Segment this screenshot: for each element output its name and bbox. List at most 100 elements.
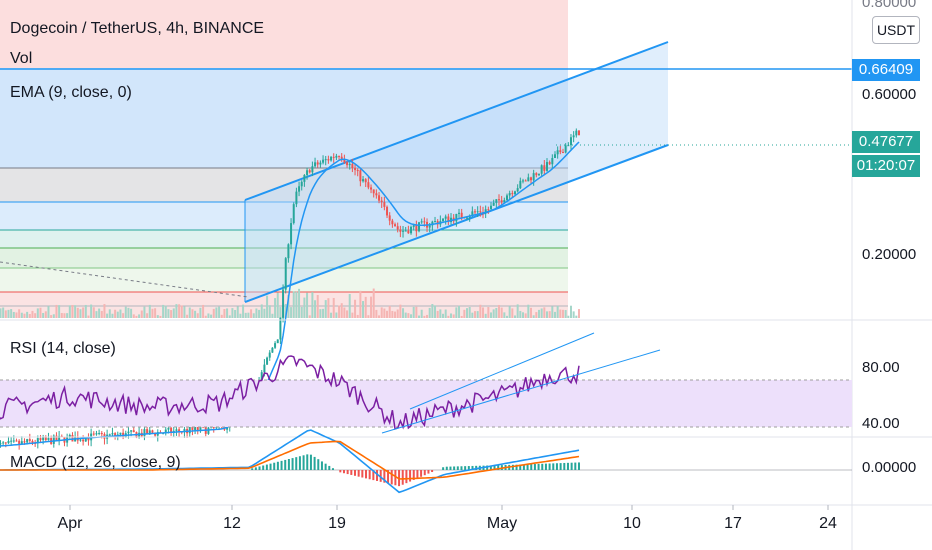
- macd-histogram-bar: [376, 470, 379, 481]
- volume-bar: [111, 313, 114, 318]
- candle-body: [330, 156, 333, 161]
- candle-body: [322, 159, 325, 163]
- macd-histogram-bar: [570, 462, 573, 470]
- red-zone: [0, 0, 568, 68]
- volume-legend[interactable]: Vol: [10, 50, 33, 67]
- volume-bar: [175, 304, 178, 318]
- symbol-title[interactable]: Dogecoin / TetherUS, 4h, BINANCE: [10, 20, 265, 37]
- volume-bar: [95, 311, 98, 318]
- volume-bar: [31, 310, 34, 318]
- candle-body: [108, 434, 111, 436]
- volume-bar: [471, 312, 474, 318]
- volume-bar: [135, 315, 138, 318]
- candle-body: [114, 433, 117, 436]
- macd-histogram-bar: [530, 464, 533, 470]
- candle-body: [31, 440, 34, 443]
- candle-body: [487, 209, 490, 211]
- volume-bar: [490, 312, 493, 318]
- volume-bar: [87, 315, 90, 318]
- macd-histogram-bar: [566, 462, 569, 470]
- candle-body: [311, 166, 314, 173]
- candle-body: [351, 163, 354, 169]
- candle-body: [287, 244, 290, 259]
- candle-body: [276, 339, 279, 344]
- volume-bar: [228, 315, 231, 318]
- macd-histogram-bar: [295, 457, 298, 470]
- volume-bar: [63, 313, 66, 318]
- volume-bar: [236, 306, 239, 318]
- macd-legend[interactable]: MACD (12, 26, close, 9): [10, 454, 181, 471]
- candle-body: [132, 430, 135, 433]
- volume-bar: [375, 309, 378, 318]
- volume-bar: [247, 312, 250, 318]
- volume-bar: [178, 304, 181, 318]
- rsi-trendline-lower[interactable]: [381, 349, 661, 434]
- volume-bar: [66, 313, 69, 318]
- volume-bar: [551, 306, 554, 318]
- candle-body: [540, 165, 543, 174]
- volume-bar: [106, 313, 109, 318]
- candle-body: [399, 229, 402, 232]
- price-tick-0.6: 0.60000: [862, 86, 917, 103]
- blue-zone: [0, 68, 568, 168]
- ema-legend[interactable]: EMA (9, close, 0): [10, 84, 132, 101]
- volume-bar: [34, 313, 37, 318]
- volume-bar: [266, 295, 269, 318]
- candle-body: [44, 437, 47, 440]
- candle-body: [495, 199, 498, 203]
- volume-bar: [292, 291, 295, 318]
- candle-body: [567, 145, 570, 147]
- macd-histogram-bar: [306, 454, 309, 470]
- candle-body: [194, 426, 197, 430]
- candle-body: [164, 429, 167, 433]
- volume-bar: [378, 315, 381, 318]
- macd-histogram-bar: [537, 463, 540, 470]
- macd-histogram-bar: [486, 465, 489, 470]
- volume-bar: [260, 304, 263, 318]
- candle-body: [87, 437, 90, 441]
- rsi-legend[interactable]: RSI (14, close): [10, 340, 116, 357]
- volume-bar: [434, 305, 437, 318]
- candle-body: [513, 191, 516, 195]
- currency-button[interactable]: USDT: [872, 16, 920, 44]
- volume-bar: [172, 308, 175, 318]
- candle-body: [52, 435, 55, 444]
- candle-body: [23, 441, 26, 443]
- volume-bar: [196, 313, 199, 318]
- macd-histogram-bar: [577, 462, 580, 470]
- volume-bar: [484, 313, 487, 318]
- candle-body: [127, 431, 130, 434]
- volume-bar: [210, 314, 213, 318]
- macd-histogram-bar: [427, 470, 430, 474]
- volume-bar: [207, 313, 210, 318]
- volume-bar: [404, 312, 407, 318]
- macd-histogram-bar: [368, 470, 371, 480]
- volume-bar: [351, 312, 354, 318]
- candle-body: [271, 347, 274, 353]
- candle-body: [410, 226, 413, 234]
- volume-bar: [415, 306, 418, 318]
- candle-body: [415, 225, 418, 232]
- bar-countdown-badge: 01:20:07: [852, 155, 920, 177]
- volume-bar: [463, 309, 466, 318]
- candle-body: [263, 364, 266, 373]
- rsi-tick-40: 40.00: [862, 415, 900, 432]
- candle-body: [143, 429, 146, 437]
- candle-body: [292, 204, 295, 224]
- time-tick-marks: [69, 505, 829, 510]
- price-tick-0.2: 0.20000: [862, 246, 917, 263]
- candle-body: [20, 441, 23, 445]
- candle-body: [319, 162, 322, 165]
- volume-bar: [0, 308, 2, 318]
- macd-histogram-bar: [541, 463, 544, 470]
- rsi-trendline-upper[interactable]: [409, 332, 595, 410]
- time-tick-24: 24: [819, 515, 837, 532]
- volume-bar: [450, 313, 453, 318]
- time-tick-12: 12: [223, 515, 241, 532]
- volume-bar: [559, 309, 562, 318]
- horizontal-line-price-badge: 0.66409: [852, 59, 920, 81]
- candle-body: [196, 426, 199, 431]
- macd-histogram-bar: [265, 464, 268, 470]
- volume-bar: [482, 307, 485, 318]
